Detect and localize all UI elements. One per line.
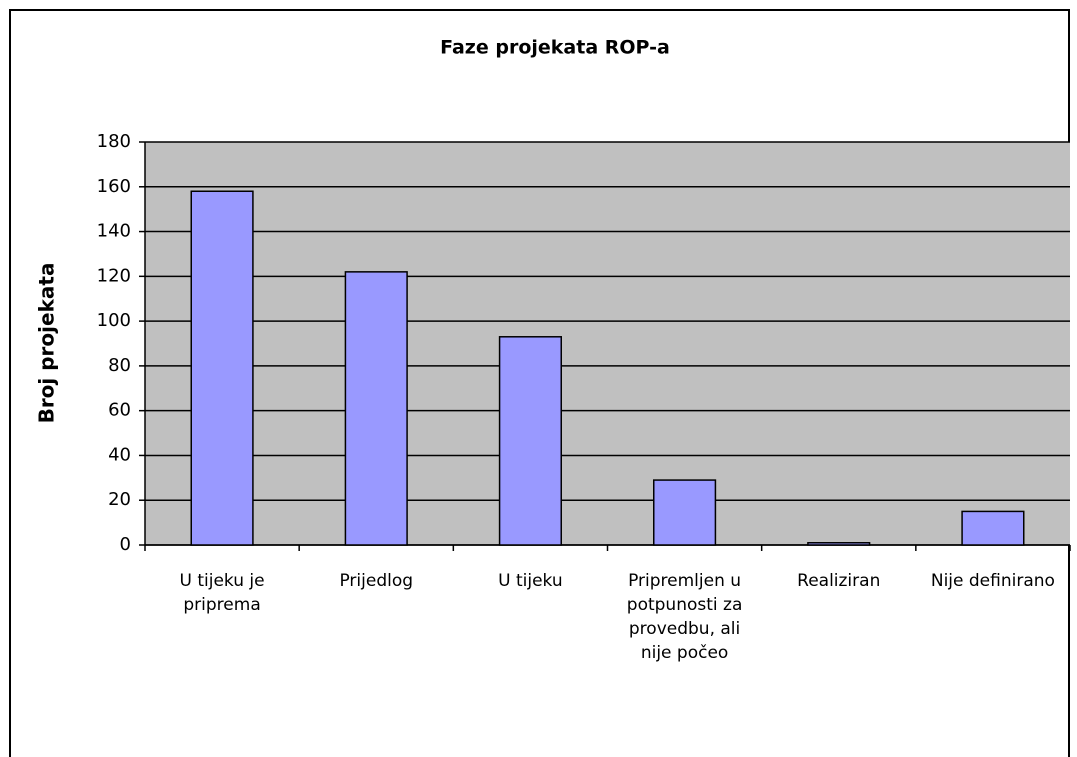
y-tick-label: 180 bbox=[97, 131, 131, 152]
y-tick-label: 80 bbox=[108, 355, 131, 376]
y-tick-label: 40 bbox=[108, 444, 131, 465]
bar bbox=[961, 510, 1025, 546]
y-tick-label: 140 bbox=[97, 221, 131, 242]
y-tick-label: 100 bbox=[97, 310, 131, 331]
x-tick-label: U tijeku je priprema bbox=[179, 571, 265, 615]
bar bbox=[344, 271, 408, 546]
y-tick-label: 160 bbox=[97, 176, 131, 197]
bar bbox=[807, 542, 871, 546]
bar bbox=[498, 336, 563, 546]
x-tick-label: Pripremljen u potpunosti za provedbu, al… bbox=[626, 571, 743, 663]
y-tick-label: 120 bbox=[97, 265, 131, 286]
plot-area bbox=[145, 142, 1070, 545]
x-tick-label: Prijedlog bbox=[339, 571, 414, 591]
y-axis-label: Broj projekata bbox=[35, 263, 59, 424]
x-tick-label: Realiziran bbox=[797, 571, 881, 591]
x-tick-label: U tijeku bbox=[498, 571, 563, 591]
bar bbox=[653, 479, 717, 546]
y-tick-label: 20 bbox=[108, 489, 131, 510]
bar bbox=[190, 190, 254, 546]
y-tick-label: 60 bbox=[108, 400, 131, 421]
y-tick-label: 0 bbox=[120, 534, 131, 555]
chart-title: Faze projekata ROP-a bbox=[440, 37, 670, 59]
x-tick-label: Nije definirano bbox=[930, 571, 1055, 591]
